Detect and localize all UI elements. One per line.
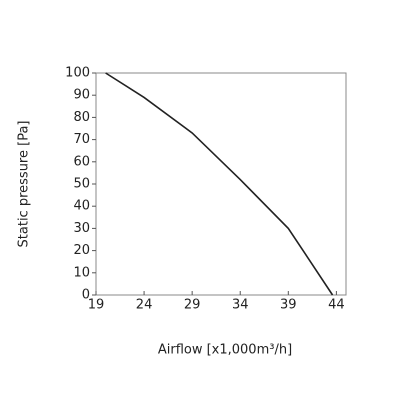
- y-tick-label: 40: [73, 199, 90, 214]
- line-series: [105, 72, 334, 296]
- x-axis-label: Airflow [x1,000m³/h]: [158, 343, 292, 358]
- x-tick-label: 44: [328, 298, 345, 313]
- y-tick-label: 50: [73, 177, 90, 192]
- plot-frame: [95, 72, 347, 296]
- y-tick-label: 20: [73, 243, 90, 258]
- x-tick-label: 19: [88, 298, 105, 313]
- y-tick-label: 100: [65, 66, 90, 81]
- y-tick-label: 90: [73, 88, 90, 103]
- y-tick-label: 60: [73, 154, 90, 169]
- y-tick-label: 10: [73, 265, 90, 280]
- y-tick-label: 80: [73, 110, 90, 125]
- y-tick-label: 0: [82, 288, 90, 303]
- y-tick-label: 70: [73, 132, 90, 147]
- x-tick-label: 34: [232, 298, 249, 313]
- y-tick-label: 30: [73, 221, 90, 236]
- x-tick-label: 24: [136, 298, 153, 313]
- x-tick-label: 39: [280, 298, 297, 313]
- y-axis-label: Static pressure [Pa]: [17, 121, 32, 248]
- x-tick-label: 29: [184, 298, 201, 313]
